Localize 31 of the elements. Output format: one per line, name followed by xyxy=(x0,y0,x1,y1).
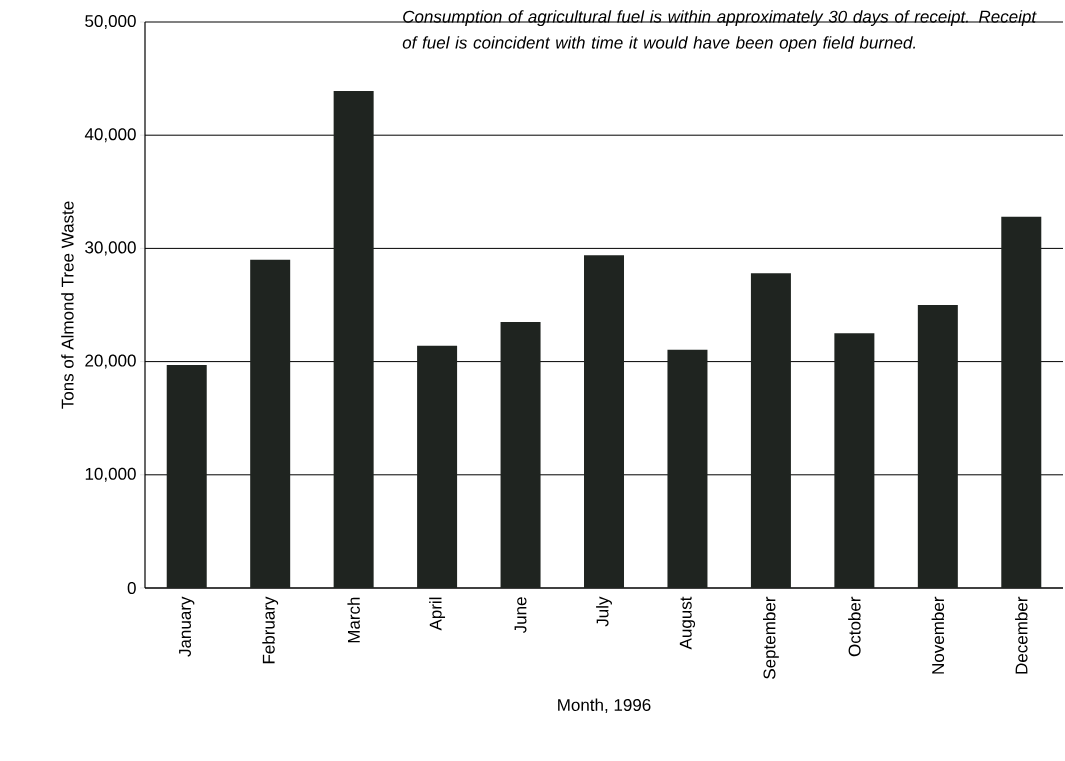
bar xyxy=(250,259,291,588)
y-axis-title: Tons of Almond Tree Waste xyxy=(61,201,74,409)
y-tick-label: 30,000 xyxy=(85,241,136,256)
x-tick-label: July xyxy=(596,596,612,627)
annotation: Consumption of agricultural fuel is within approximately 30 days of receipt. Receipt of fuel is coincident with time it would have been open field burned. xyxy=(402,10,1037,53)
y-tick-label: 50,000 xyxy=(85,14,136,30)
y-tick-label: 20,000 xyxy=(85,354,136,369)
bar xyxy=(166,365,207,588)
x-tick-label: January xyxy=(179,596,195,657)
bar xyxy=(417,345,458,588)
bar xyxy=(1001,216,1042,588)
bar xyxy=(834,333,875,588)
bar xyxy=(584,255,625,588)
y-tick-label: 10,000 xyxy=(85,467,136,482)
x-tick-label: November xyxy=(931,596,945,674)
x-tick-label: October xyxy=(848,596,861,657)
x-axis-title: Month, 1996 xyxy=(558,698,651,714)
x-tick-label: February xyxy=(262,596,279,664)
y-tick-label: 0 xyxy=(127,581,136,595)
bar xyxy=(667,349,708,588)
x-tick-label: August xyxy=(679,596,696,650)
x-tick-label: September xyxy=(763,596,779,679)
x-tick-label: March xyxy=(347,597,360,643)
x-tick-label: April xyxy=(429,597,446,631)
y-tick-label: 40,000 xyxy=(84,128,136,143)
bar xyxy=(333,91,374,588)
bar xyxy=(917,305,958,588)
bar xyxy=(750,273,791,588)
bar xyxy=(500,321,541,588)
x-tick-label: December xyxy=(1015,596,1028,674)
x-tick-label: June xyxy=(514,597,527,634)
